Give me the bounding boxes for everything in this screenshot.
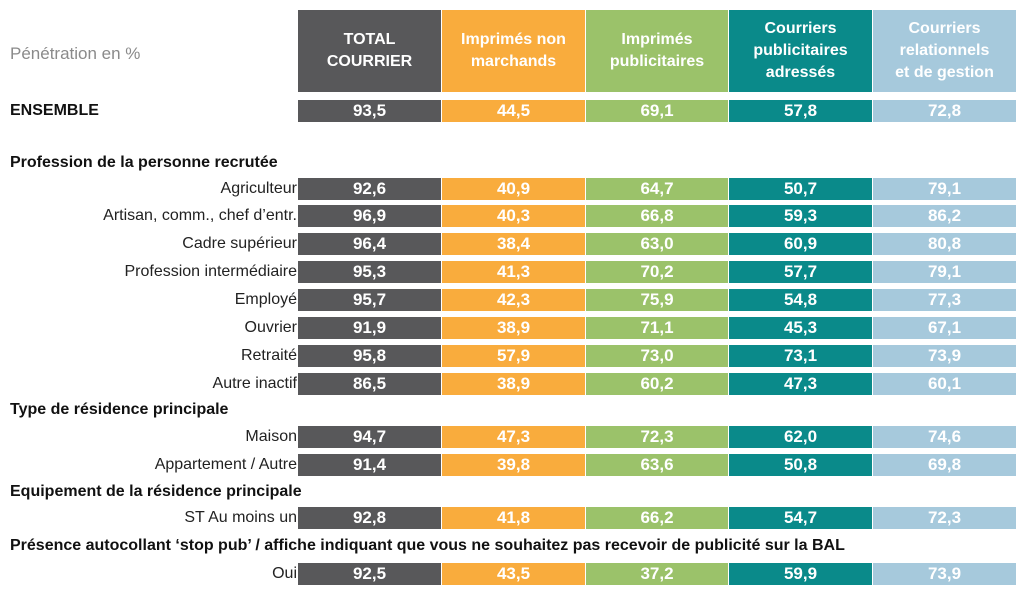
section-title-residence-type: Type de résidence principale — [10, 401, 229, 418]
table-cell: 73,1 — [729, 345, 872, 367]
table-cell: 43,5 — [442, 563, 585, 585]
table-cell: 54,8 — [729, 289, 872, 311]
table-cell: 95,7 — [298, 289, 441, 311]
row-label: Autre inactif — [212, 375, 297, 392]
table-cell: 47,3 — [442, 426, 585, 448]
table-cell: 66,2 — [586, 507, 728, 529]
column-header-courriers-publicitaires-adresses: Courriers publicitaires adressés — [729, 10, 872, 92]
row-label: Oui — [272, 565, 297, 582]
table-cell: 38,9 — [442, 373, 585, 395]
column-header-total-courrier: TOTAL COURRIER — [298, 10, 441, 92]
row-label: Appartement / Autre — [154, 456, 297, 473]
table-cell: 66,8 — [586, 205, 728, 227]
table-cell: 79,1 — [873, 261, 1016, 283]
row-label: Profession intermédiaire — [124, 263, 297, 280]
table-cell: 47,3 — [729, 373, 872, 395]
table-cell: 80,8 — [873, 233, 1016, 255]
table-cell: 54,7 — [729, 507, 872, 529]
table-cell: 63,6 — [586, 454, 728, 476]
table-cell: 75,9 — [586, 289, 728, 311]
table-cell: 72,3 — [873, 507, 1016, 529]
table-cell: 59,9 — [729, 563, 872, 585]
section-title-stop-pub: Présence autocollant ‘stop pub’ / affich… — [10, 537, 845, 554]
unit-label: Pénétration en % — [10, 44, 141, 63]
table-cell: 62,0 — [729, 426, 872, 448]
table-cell: 72,3 — [586, 426, 728, 448]
table-cell: 64,7 — [586, 178, 728, 200]
table-cell: 57,9 — [442, 345, 585, 367]
table-cell: 92,5 — [298, 563, 441, 585]
table-cell: 95,3 — [298, 261, 441, 283]
table-cell: 74,6 — [873, 426, 1016, 448]
table-cell: 96,4 — [298, 233, 441, 255]
table-cell: 57,8 — [729, 100, 872, 122]
table-cell: 60,1 — [873, 373, 1016, 395]
table-cell: 59,3 — [729, 205, 872, 227]
table-cell: 41,3 — [442, 261, 585, 283]
table-cell: 86,5 — [298, 373, 441, 395]
table-cell: 94,7 — [298, 426, 441, 448]
row-label: ST Au moins un — [184, 509, 297, 526]
table-cell: 50,7 — [729, 178, 872, 200]
table-cell: 39,8 — [442, 454, 585, 476]
section-title-equipment: Equipement de la résidence principale — [10, 483, 302, 500]
column-header-courriers-relationnels: Courriers relationnels et de gestion — [873, 10, 1016, 92]
table-cell: 72,8 — [873, 100, 1016, 122]
table-cell: 93,5 — [298, 100, 441, 122]
table-cell: 71,1 — [586, 317, 728, 339]
table-cell: 45,3 — [729, 317, 872, 339]
table-cell: 41,8 — [442, 507, 585, 529]
table-cell: 91,9 — [298, 317, 441, 339]
table-cell: 60,9 — [729, 233, 872, 255]
table-cell: 91,4 — [298, 454, 441, 476]
table-cell: 42,3 — [442, 289, 585, 311]
table-cell: 44,5 — [442, 100, 585, 122]
row-label: Artisan, comm., chef d’entr. — [103, 207, 297, 224]
table-cell: 57,7 — [729, 261, 872, 283]
table-cell: 69,1 — [586, 100, 728, 122]
table-cell: 38,9 — [442, 317, 585, 339]
table-cell: 60,2 — [586, 373, 728, 395]
table-cell: 73,9 — [873, 563, 1016, 585]
table-cell: 92,8 — [298, 507, 441, 529]
row-label: Maison — [245, 428, 297, 445]
table-cell: 70,2 — [586, 261, 728, 283]
table-cell: 73,0 — [586, 345, 728, 367]
row-label: Agriculteur — [220, 180, 297, 197]
table-cell: 63,0 — [586, 233, 728, 255]
row-label: Retraité — [240, 347, 297, 364]
row-label: Ouvrier — [244, 319, 297, 336]
row-label: Cadre supérieur — [182, 235, 297, 252]
table-cell: 79,1 — [873, 178, 1016, 200]
column-header-imprimes-non-marchands: Imprimés non marchands — [442, 10, 585, 92]
table-cell: 37,2 — [586, 563, 728, 585]
section-title-profession: Profession de la personne recrutée — [10, 154, 278, 171]
table-cell: 40,9 — [442, 178, 585, 200]
ensemble-label: ENSEMBLE — [10, 102, 99, 119]
table-cell: 69,8 — [873, 454, 1016, 476]
table-cell: 40,3 — [442, 205, 585, 227]
table-cell: 96,9 — [298, 205, 441, 227]
table-cell: 92,6 — [298, 178, 441, 200]
column-header-imprimes-publicitaires: Imprimés publicitaires — [586, 10, 728, 92]
table-cell: 67,1 — [873, 317, 1016, 339]
table-cell: 73,9 — [873, 345, 1016, 367]
row-label: Employé — [234, 291, 297, 308]
table-cell: 77,3 — [873, 289, 1016, 311]
table-cell: 95,8 — [298, 345, 441, 367]
table-cell: 50,8 — [729, 454, 872, 476]
table-cell: 86,2 — [873, 205, 1016, 227]
table-cell: 38,4 — [442, 233, 585, 255]
